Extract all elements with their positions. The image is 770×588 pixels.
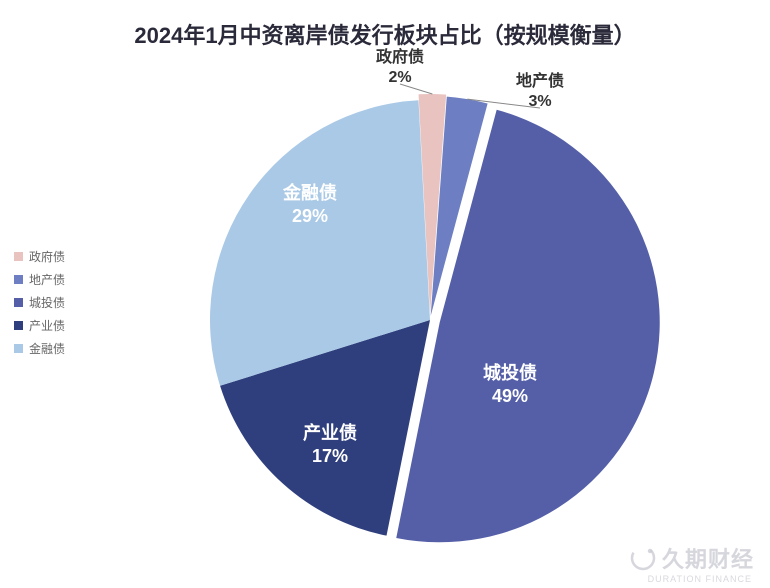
watermark-icon [630,545,656,571]
watermark-subtitle: DURATION FINANCE [648,574,752,584]
leader-lines [0,0,770,588]
watermark-logo: 久期财经 [630,542,754,574]
watermark-text: 久期财经 [662,542,754,574]
